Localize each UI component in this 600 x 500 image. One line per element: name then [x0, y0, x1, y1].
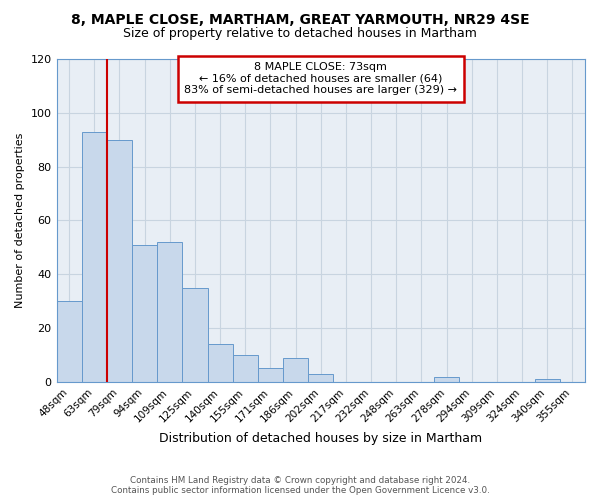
- Bar: [258, 368, 283, 382]
- Text: Size of property relative to detached houses in Martham: Size of property relative to detached ho…: [123, 28, 477, 40]
- Text: 8, MAPLE CLOSE, MARTHAM, GREAT YARMOUTH, NR29 4SE: 8, MAPLE CLOSE, MARTHAM, GREAT YARMOUTH,…: [71, 12, 529, 26]
- X-axis label: Distribution of detached houses by size in Martham: Distribution of detached houses by size …: [159, 432, 482, 445]
- Bar: [82, 132, 107, 382]
- Bar: [182, 288, 208, 382]
- Bar: [56, 301, 82, 382]
- Bar: [107, 140, 132, 382]
- Y-axis label: Number of detached properties: Number of detached properties: [15, 133, 25, 308]
- Bar: [208, 344, 233, 382]
- Bar: [157, 242, 182, 382]
- Bar: [535, 380, 560, 382]
- Text: 8 MAPLE CLOSE: 73sqm
← 16% of detached houses are smaller (64)
83% of semi-detac: 8 MAPLE CLOSE: 73sqm ← 16% of detached h…: [184, 62, 457, 96]
- Bar: [132, 244, 157, 382]
- Bar: [308, 374, 334, 382]
- Bar: [434, 376, 459, 382]
- Bar: [233, 355, 258, 382]
- Text: Contains HM Land Registry data © Crown copyright and database right 2024.
Contai: Contains HM Land Registry data © Crown c…: [110, 476, 490, 495]
- Bar: [283, 358, 308, 382]
